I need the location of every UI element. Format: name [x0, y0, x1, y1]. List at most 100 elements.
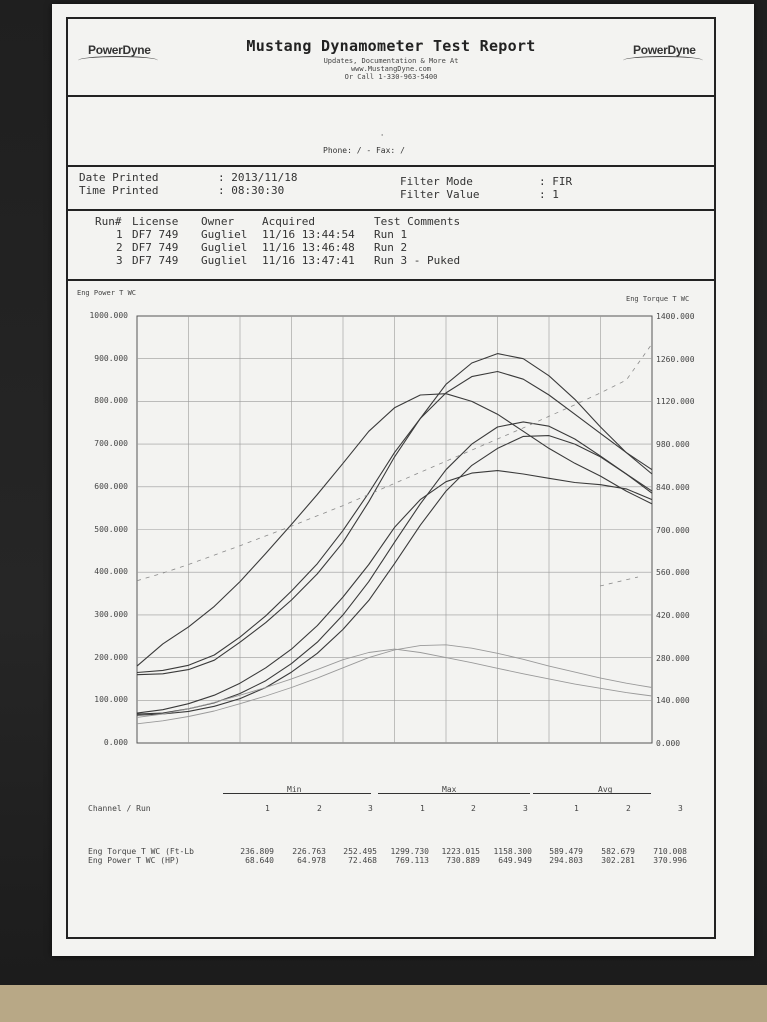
series-line-1	[136, 393, 653, 667]
run-cell: 3	[116, 254, 123, 267]
left-tick-label: 300.000	[94, 609, 128, 619]
stat-value: 226.763	[292, 847, 326, 856]
filter-value-label: Filter Value	[400, 188, 480, 201]
series-line-4	[136, 470, 653, 714]
owner-cell: Gugliel	[201, 241, 248, 254]
comment-cell: Run 2	[374, 241, 408, 254]
col-header-comments: Test Comments	[374, 215, 461, 228]
stat-value: 370.996	[653, 856, 687, 865]
stat-row-label: Eng Torque T WC (Ft-Lb	[88, 847, 194, 856]
acquired-cell: 11/16 13:44:54	[262, 228, 355, 241]
stat-value: 68.640	[245, 856, 274, 865]
stat-value: 64.978	[297, 856, 326, 865]
right-tick-label: 1400.000	[656, 312, 695, 321]
left-tick-label: 600.000	[94, 481, 128, 491]
time-value: : 08:30:30	[218, 184, 285, 197]
logo-text: PowerDyne	[88, 43, 151, 57]
stat-value: 710.008	[653, 847, 687, 856]
license-cell: DF7 749	[132, 241, 179, 254]
left-tick-label: 800.000	[94, 396, 128, 406]
chart-plot	[136, 315, 653, 744]
stat-value: 1158.300	[493, 847, 532, 856]
series-line-2	[136, 370, 653, 674]
series-line-6	[136, 435, 653, 716]
print-info-box: Date Printed : 2013/11/18 Time Printed :…	[68, 167, 714, 211]
run-cell: 1	[116, 228, 123, 241]
left-tick-label: 100.000	[94, 695, 128, 705]
mark: '	[380, 133, 385, 141]
right-axis-title: Eng Torque T WC	[626, 295, 690, 303]
stat-value: 1223.015	[441, 847, 480, 856]
right-tick-label: 700.000	[656, 525, 690, 535]
comment-cell: Run 1	[374, 228, 408, 241]
filter-mode-value: : FIR	[539, 175, 573, 188]
floor	[0, 985, 767, 1022]
acquired-cell: 11/16 13:46:48	[262, 241, 355, 254]
run-cell: 2	[116, 241, 123, 254]
series-line-7	[136, 648, 653, 718]
time-label: Time Printed	[79, 184, 159, 197]
filter-mode-label: Filter Mode	[400, 175, 473, 188]
date-label: Date Printed	[79, 171, 159, 184]
stat-value: 302.281	[601, 856, 635, 865]
series-line-3	[136, 353, 653, 676]
stat-row-label: Eng Power T WC (HP)	[88, 856, 180, 865]
run-number: 3	[678, 804, 683, 813]
run-number: 1	[265, 804, 270, 813]
trace-fragment	[599, 576, 639, 587]
col-header-owner: Owner	[201, 215, 235, 228]
series-line-9	[136, 343, 653, 582]
left-tick-label: 200.000	[94, 652, 128, 662]
report-header: PowerDyne Mustang Dynamometer Test Repor…	[68, 19, 714, 97]
filter-value-value: : 1	[539, 188, 559, 201]
left-tick-label: 900.000	[94, 353, 128, 363]
left-tick-label: 400.000	[94, 567, 128, 577]
min-group-rule	[223, 793, 371, 794]
stat-value: 769.113	[395, 856, 429, 865]
right-tick-label: 280.000	[656, 653, 690, 663]
right-tick-label: 560.000	[656, 568, 690, 578]
min-group-label: Min	[287, 785, 302, 794]
report-subtitle-2: www.MustangDyne.com	[350, 65, 432, 73]
left-tick-label: 0.000	[103, 738, 128, 747]
left-tick-label: 500.000	[94, 524, 128, 534]
run-number: 1	[420, 804, 425, 813]
license-cell: DF7 749	[132, 228, 179, 241]
stat-value: 589.479	[549, 847, 583, 856]
logo-text: PowerDyne	[633, 43, 696, 57]
max-group-label: Max	[442, 785, 457, 794]
series-line-8	[136, 644, 653, 725]
avg-group-rule	[533, 793, 651, 794]
right-tick-label: 140.000	[656, 696, 690, 706]
report-subtitle-3: Or Call 1-330-963-5400	[344, 73, 438, 81]
right-tick-label: 980.000	[656, 440, 690, 450]
col-header-acquired: Acquired	[262, 215, 315, 228]
powerdyne-logo-left: PowerDyne	[78, 43, 168, 67]
stat-value: 582.679	[601, 847, 635, 856]
left-axis-title: Eng Power T WC	[77, 289, 137, 297]
report-subtitle-1: Updates, Documentation & More At	[323, 57, 459, 65]
channel-run-header: Channel / Run	[88, 804, 151, 813]
left-tick-label: 1000.000	[89, 311, 128, 320]
stat-value: 252.495	[343, 847, 377, 856]
right-tick-label: 420.000	[656, 610, 690, 620]
phone-fax-line: Phone: / - Fax: /	[323, 146, 405, 155]
customer-info-box: ' Phone: / - Fax: /	[68, 97, 714, 167]
stat-value: 730.889	[446, 856, 480, 865]
acquired-cell: 11/16 13:47:41	[262, 254, 355, 267]
runs-table: Run# License Owner Acquired Test Comment…	[68, 211, 714, 281]
dyno-chart: Eng Power T WC Eng Torque T WC 1000.000 9…	[68, 281, 714, 751]
run-number: 2	[626, 804, 631, 813]
date-value: : 2013/11/18	[218, 171, 298, 184]
stat-value: 649.949	[498, 856, 532, 865]
stat-value: 236.809	[240, 847, 274, 856]
left-tick-label: 700.000	[94, 439, 128, 449]
logo-swoosh	[78, 56, 158, 65]
stat-value: 72.468	[348, 856, 377, 865]
owner-cell: Gugliel	[201, 228, 248, 241]
stat-value: 1299.730	[390, 847, 429, 856]
stat-value: 294.803	[549, 856, 583, 865]
report-title: Mustang Dynamometer Test Report	[246, 37, 536, 55]
comment-cell: Run 3 - Puked	[374, 254, 461, 267]
right-tick-label: 840.000	[656, 482, 690, 492]
